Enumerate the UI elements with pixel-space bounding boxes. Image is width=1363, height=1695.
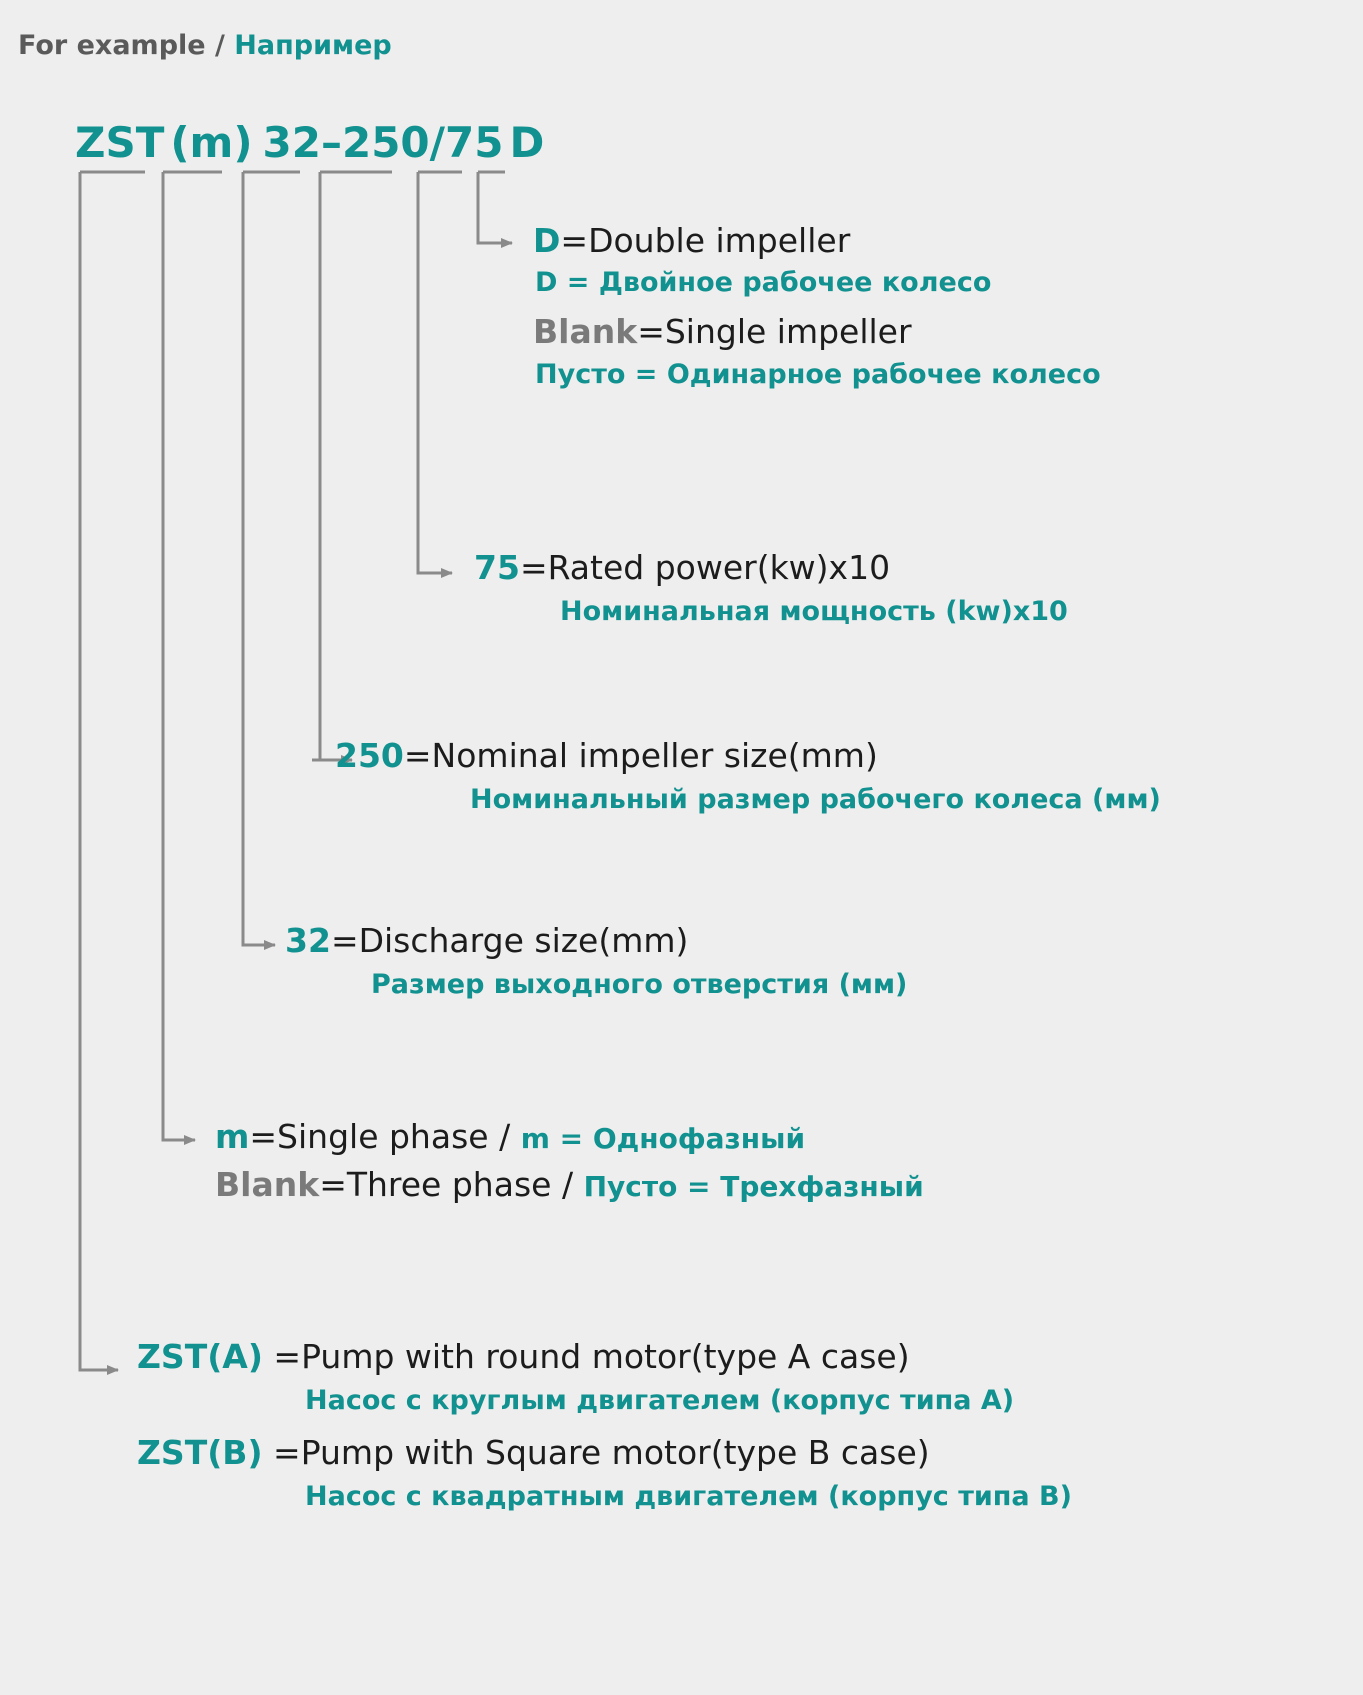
page-title: For example / Например <box>18 30 392 61</box>
annotation-rated-power-russian: Номинальная мощность (kw)x10 <box>560 595 1068 627</box>
slash-blank-phase: / <box>561 1165 574 1204</box>
slash-m: / <box>499 1117 511 1156</box>
annotation-rated-power: 75=Rated power(kw)x10 Номинальная мощнос… <box>474 548 1068 628</box>
equals-d: = <box>560 221 589 260</box>
leader-75 <box>416 172 453 578</box>
annotation-type-a: ZST(A) =Pump with round motor(type A cas… <box>137 1337 1015 1417</box>
equals-250: = <box>403 736 432 775</box>
annotation-single-impeller-russian: Пусто = Одинарное рабочее колесо <box>535 358 1101 390</box>
key-m: m <box>215 1117 250 1156</box>
annotation-three-phase-russian: Пусто = Трехфазный <box>583 1170 924 1203</box>
text-three-phase: Three phase <box>346 1165 552 1204</box>
model-segment-d: D <box>509 118 545 167</box>
key-blank-impeller: Blank <box>533 312 638 351</box>
equals-32: = <box>330 921 359 960</box>
annotation-single-impeller: Blank=Single impeller Пусто = Одинарное … <box>533 312 1101 391</box>
equals-blank-impeller: = <box>637 312 665 351</box>
annotation-double-impeller: D=Double impeller D = Двойное рабочее ко… <box>533 221 992 299</box>
text-single-phase: Single phase <box>277 1117 489 1156</box>
annotation-three-phase: Blank=Three phase / Пусто = Трехфазный <box>215 1165 924 1205</box>
annotation-discharge-size-russian: Размер выходного отверстия (мм) <box>371 968 908 1000</box>
leader-250-stub <box>314 172 322 762</box>
annotation-rated-power-english: 75=Rated power(kw)x10 <box>474 548 1068 588</box>
annotation-type-b-russian: Насос с квадратным двигателем (корпус ти… <box>305 1480 1072 1512</box>
text-type-b: Pump with Square motor(type B case) <box>300 1433 930 1472</box>
annotation-single-phase: m=Single phase / m = Однофазный <box>215 1117 806 1157</box>
annotation-type-b: ZST(B) =Pump with Square motor(type B ca… <box>137 1433 1072 1513</box>
text-type-a: Pump with round motor(type A case) <box>301 1337 910 1376</box>
annotation-type-b-english: ZST(B) =Pump with Square motor(type B ca… <box>137 1433 1072 1473</box>
model-segment-75: /75 <box>429 118 504 167</box>
annotation-type-a-russian: Насос с круглым двигателем (корпус типа … <box>305 1384 1015 1416</box>
leader-zst <box>78 172 119 1375</box>
key-32: 32 <box>285 921 331 960</box>
model-segment-250: –250 <box>320 118 430 167</box>
annotation-impeller-size-russian: Номинальный размер рабочего колеса (мм) <box>470 783 1161 815</box>
model-code-string: ZST (m) 32–250/75 D <box>75 118 544 167</box>
equals-zst-b: = <box>273 1433 301 1472</box>
page-title-russian: Например <box>234 30 392 61</box>
text-rated-power: Rated power(kw)x10 <box>547 548 891 587</box>
text-discharge-size: Discharge size(mm) <box>358 921 689 960</box>
leader-d <box>476 172 513 248</box>
page-title-separator: / <box>215 30 225 61</box>
page-title-english: For example <box>18 30 206 61</box>
annotation-single-impeller-english: Blank=Single impeller <box>533 312 1101 352</box>
annotation-double-impeller-english: D=Double impeller <box>533 221 991 261</box>
leader-32 <box>241 172 276 950</box>
annotation-discharge-size-english: 32=Discharge size(mm) <box>285 921 907 961</box>
annotation-single-phase-russian: m = Однофазный <box>520 1122 806 1155</box>
annotation-double-impeller-russian: D = Двойное рабочее колесо <box>535 266 992 298</box>
leader-m <box>161 172 196 1145</box>
annotation-type-a-english: ZST(A) =Pump with round motor(type A cas… <box>137 1337 1014 1377</box>
annotation-three-phase-english: Blank=Three phase / Пусто = Трехфазный <box>215 1165 924 1205</box>
equals-m: = <box>249 1117 278 1156</box>
text-double-impeller: Double impeller <box>588 221 851 260</box>
key-zst-a: ZST(A) <box>137 1337 263 1376</box>
equals-zst-a: = <box>273 1337 302 1376</box>
annotation-impeller-size-english: 250=Nominal impeller size(mm) <box>335 736 1161 776</box>
key-d: D <box>533 221 561 260</box>
model-segment-zst: ZST <box>75 118 165 167</box>
annotation-discharge-size: 32=Discharge size(mm) Размер выходного о… <box>285 921 908 1001</box>
key-zst-b: ZST(B) <box>137 1433 263 1472</box>
equals-blank-phase: = <box>319 1165 347 1204</box>
annotation-impeller-size: 250=Nominal impeller size(mm) Номинальны… <box>335 736 1161 816</box>
model-segment-m: (m) <box>170 118 253 167</box>
key-blank-phase: Blank <box>215 1165 320 1204</box>
annotation-single-phase-english: m=Single phase / m = Однофазный <box>215 1117 806 1157</box>
model-segment-32: 32 <box>262 118 321 167</box>
key-250: 250 <box>335 736 404 775</box>
text-single-impeller: Single impeller <box>664 312 912 351</box>
text-impeller-size: Nominal impeller size(mm) <box>431 736 878 775</box>
equals-75: = <box>519 548 548 587</box>
key-75: 75 <box>474 548 520 587</box>
